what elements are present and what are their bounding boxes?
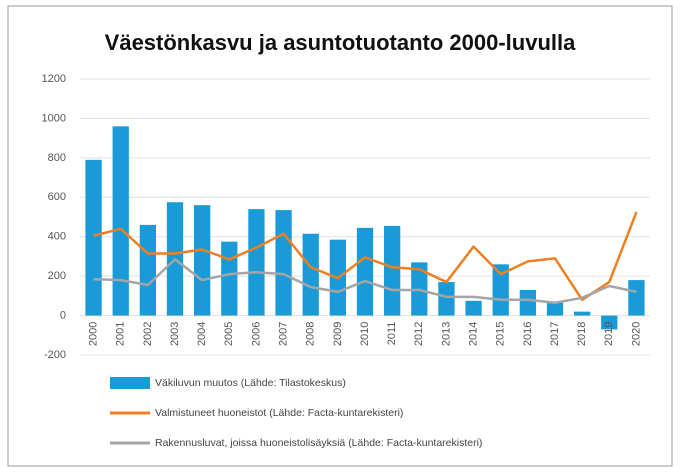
x-tick-label: 2009 [332, 322, 344, 346]
bar [546, 302, 564, 316]
x-tick-label: 2020 [630, 322, 642, 346]
bar [384, 225, 401, 316]
y-tick-label: 1000 [42, 112, 66, 124]
bar [194, 205, 211, 316]
y-tick-label: -200 [44, 349, 66, 361]
legend-swatch [110, 377, 150, 389]
x-tick-label: 2012 [413, 322, 425, 346]
bar [85, 159, 102, 316]
bar [221, 241, 238, 316]
bar [356, 227, 374, 316]
bar [139, 224, 156, 316]
y-tick-label: 400 [48, 231, 66, 243]
frame [7, 5, 673, 467]
x-tick-label: 2019 [603, 322, 615, 346]
legend-label: Valmistuneet huoneistot (Lähde: Facta-ku… [155, 407, 403, 419]
x-tick-label: 2014 [467, 322, 479, 346]
x-tick-label: 2007 [277, 322, 289, 346]
bar [248, 209, 265, 316]
bar [465, 300, 482, 316]
x-tick-label: 2017 [549, 322, 561, 346]
bar [302, 233, 319, 316]
y-tick-label: 800 [48, 152, 66, 164]
bar [438, 282, 455, 316]
line [93, 258, 637, 305]
legend-label: Rakennusluvat, joissa huoneistolisäyksiä… [155, 437, 482, 449]
y-tick-label: 600 [48, 191, 66, 203]
x-tick-label: 2011 [386, 322, 398, 346]
x-tick-label: 2013 [440, 322, 452, 346]
x-tick-label: 2000 [87, 322, 99, 346]
x-tick-label: 2003 [169, 322, 181, 346]
x-tick-label: 2005 [223, 322, 235, 346]
x-tick-label: 2015 [495, 322, 507, 346]
legend-label: Väkiluvun muutos (Lähde: Tilastokeskus) [155, 377, 346, 389]
x-tick-label: 2008 [305, 322, 317, 346]
x-tick-label: 2006 [250, 322, 262, 346]
bar [628, 280, 645, 316]
x-tick-label: 2016 [522, 322, 534, 346]
bar [519, 289, 536, 316]
x-tick-label: 2010 [359, 322, 371, 346]
y-tick-label: 0 [60, 309, 66, 321]
x-tick-label: 2018 [576, 322, 588, 346]
line [93, 211, 638, 302]
y-tick-label: 200 [48, 270, 66, 282]
bar [112, 126, 129, 316]
y-tick-label: 1200 [42, 73, 66, 85]
x-tick-label: 2001 [115, 322, 127, 346]
bar [574, 311, 591, 316]
chart-title: Väestönkasvu ja asuntotuotanto 2000-luvu… [105, 30, 576, 55]
x-tick-label: 2004 [196, 322, 208, 346]
bar [601, 315, 618, 330]
x-tick-label: 2002 [142, 322, 154, 346]
bar [492, 264, 509, 316]
bar [275, 210, 292, 316]
